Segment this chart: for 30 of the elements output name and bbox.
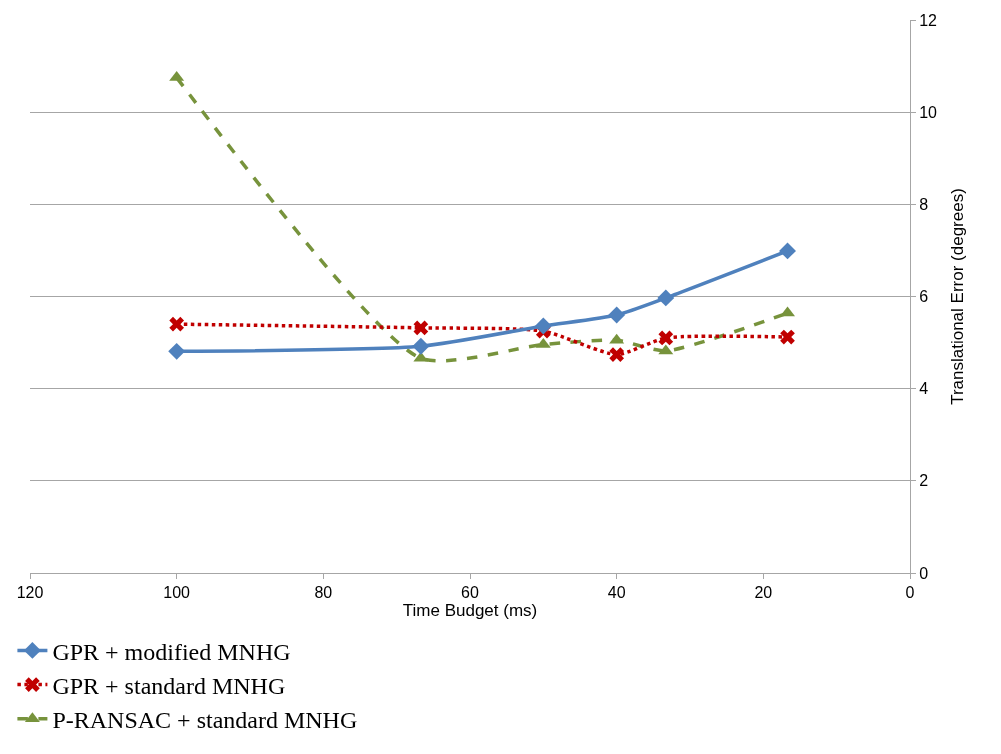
y-tick-label: 12 bbox=[919, 11, 938, 29]
x-axis-title: Time Budget (ms) bbox=[402, 601, 538, 621]
y-axis-title: Translational Error (degrees) bbox=[948, 188, 968, 405]
point bbox=[413, 320, 429, 336]
legend-label: P-RANSAC + standard MNHG bbox=[52, 707, 358, 734]
point bbox=[608, 306, 626, 324]
y-tick-label: 10 bbox=[919, 103, 938, 121]
x-tick-label: 120 bbox=[16, 584, 44, 602]
x-tick-label: 40 bbox=[607, 584, 626, 602]
y-tick-label: 8 bbox=[919, 195, 929, 213]
point bbox=[657, 289, 675, 307]
y-tick-label: 4 bbox=[919, 380, 929, 398]
x-tick-label: 100 bbox=[163, 584, 191, 602]
point bbox=[609, 347, 625, 362]
y-tick-label: 0 bbox=[919, 564, 929, 582]
x-tick-label: 20 bbox=[754, 584, 773, 602]
point bbox=[412, 337, 430, 355]
point bbox=[779, 242, 796, 260]
y-tick-label: 6 bbox=[919, 288, 929, 306]
point bbox=[169, 316, 185, 332]
point bbox=[168, 342, 186, 360]
point bbox=[534, 317, 552, 335]
point bbox=[658, 330, 674, 346]
x-tick-label: 60 bbox=[461, 584, 479, 602]
x-tick-label: 0 bbox=[905, 584, 915, 602]
legend-label: GPR + standard MNHG bbox=[52, 672, 286, 699]
y-tick-label: 2 bbox=[919, 472, 929, 490]
legend-label: GPR + modified MNHG bbox=[52, 638, 291, 665]
point bbox=[780, 329, 795, 345]
x-tick-label: 80 bbox=[314, 584, 333, 602]
